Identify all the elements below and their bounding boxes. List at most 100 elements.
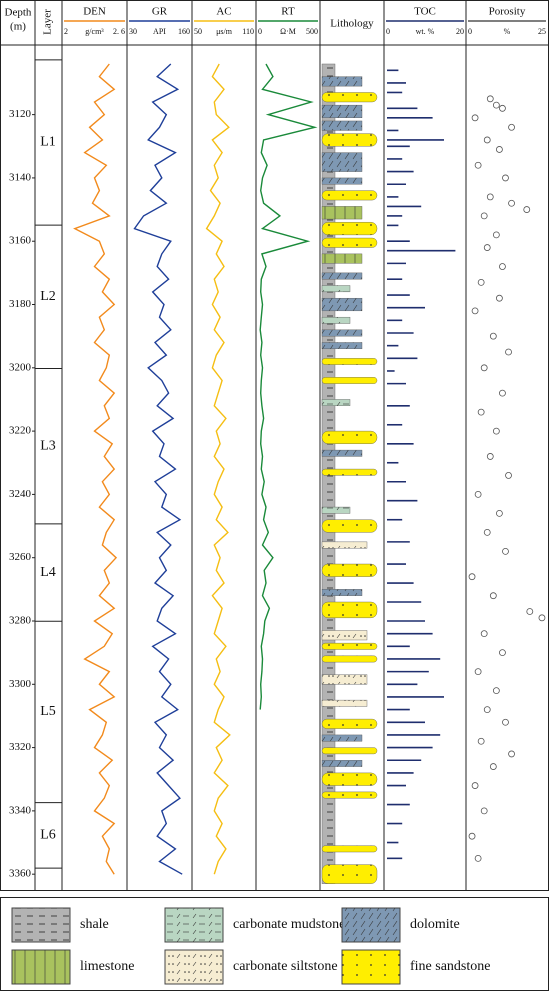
x-tick-label: 2 — [64, 27, 68, 36]
y-tick-label: 3160 — [9, 235, 32, 247]
track-title: RT — [281, 6, 295, 18]
x-tick-label: 0 — [386, 27, 390, 36]
porosity-point — [483, 706, 491, 714]
porosity-point — [468, 573, 476, 581]
porosity-point — [492, 427, 500, 435]
legend-pattern — [165, 908, 223, 942]
lithology-pattern — [322, 507, 350, 514]
porosity-point — [492, 101, 500, 109]
lithology-pattern — [322, 76, 362, 87]
legend-label: fine sandstone — [410, 959, 490, 974]
layer-label: L3 — [40, 438, 56, 453]
porosity-point — [477, 408, 485, 416]
legend-frame — [0, 897, 549, 991]
track-title: Lithology — [330, 18, 374, 30]
lithology-pattern — [322, 541, 367, 549]
porosity-point — [508, 123, 515, 131]
y-tick-label: 3360 — [9, 868, 32, 880]
porosity-point — [486, 95, 494, 103]
lithology-pattern — [322, 747, 377, 754]
lithology-pattern — [322, 630, 367, 640]
porosity-point — [492, 231, 500, 239]
legend-pattern — [12, 908, 70, 942]
lithology-pattern — [322, 450, 362, 457]
porosity-point — [474, 491, 482, 498]
porosity-point — [471, 307, 479, 315]
log-curve — [205, 63, 231, 875]
porosity-point — [499, 104, 506, 112]
porosity-point — [489, 592, 497, 600]
porosity-point — [495, 294, 503, 302]
layer-label: L4 — [40, 565, 56, 580]
lithology-pattern — [322, 133, 377, 147]
x-tick-label: 20 — [456, 27, 464, 36]
x-tick-label: 30 — [129, 27, 137, 36]
porosity-point — [483, 244, 491, 251]
layer-label: L6 — [40, 828, 56, 843]
lithology-pattern — [322, 377, 377, 384]
track-unit: Ω·M — [280, 27, 296, 36]
lithology-pattern — [322, 152, 362, 172]
y-tick-label: 3140 — [9, 171, 32, 183]
track-title: GR — [152, 6, 168, 18]
legend-pattern — [342, 908, 400, 942]
x-tick-label: 2. 6 — [113, 27, 125, 36]
lithology-pattern — [322, 399, 350, 406]
lithology-pattern — [322, 358, 377, 365]
lithology-pattern — [322, 177, 362, 185]
y-tick-label: 3260 — [9, 551, 32, 563]
track-title: Porosity — [489, 6, 526, 18]
porosity-point — [480, 364, 488, 372]
legend-label: limestone — [80, 959, 134, 974]
y-tick-label: 3340 — [9, 804, 32, 816]
porosity-point — [499, 263, 506, 270]
porosity-point — [495, 146, 503, 153]
track-title: AC — [216, 6, 231, 18]
lithology-pattern — [322, 298, 362, 311]
y-tick-label: 3280 — [9, 615, 32, 627]
y-tick-label: 3180 — [9, 298, 32, 310]
legend-pattern — [12, 950, 70, 984]
track-title: TOC — [414, 6, 436, 18]
porosity-point — [474, 161, 482, 169]
lithology-pattern — [322, 845, 377, 853]
legend-label: carbonate mudstone — [233, 917, 345, 932]
porosity-point — [505, 348, 512, 356]
x-tick-label: 160 — [178, 27, 190, 36]
porosity-point — [468, 832, 476, 840]
legend-label: carbonate siltstone — [233, 959, 338, 974]
depth-label: Depth — [5, 7, 32, 19]
y-tick-label: 3300 — [9, 678, 32, 690]
x-tick-label: 50 — [194, 27, 202, 36]
layer-label: L2 — [40, 289, 56, 304]
porosity-point — [492, 687, 500, 695]
x-tick-label: 110 — [242, 27, 254, 36]
porosity-point — [471, 114, 479, 122]
x-tick-label: 0 — [468, 27, 472, 36]
porosity-point — [526, 608, 534, 615]
lithology-pattern — [322, 317, 350, 324]
layer-label: L1 — [40, 135, 56, 150]
lithology-pattern — [322, 469, 377, 476]
porosity-point — [502, 174, 509, 182]
log-curve — [73, 63, 118, 875]
log-curve — [133, 63, 183, 875]
lithology-pattern — [322, 190, 377, 201]
porosity-point — [480, 807, 488, 815]
porosity-point — [505, 472, 512, 479]
frame — [0, 0, 549, 891]
lithology-pattern — [322, 602, 377, 618]
lithology-pattern — [322, 272, 362, 280]
lithology-pattern — [322, 342, 362, 349]
porosity-point — [508, 750, 515, 758]
porosity-point — [477, 737, 485, 745]
layer-label: L5 — [40, 704, 56, 719]
lithology-pattern — [322, 643, 377, 650]
porosity-point — [502, 718, 509, 726]
porosity-point — [489, 332, 497, 340]
x-tick-label: 25 — [538, 27, 546, 36]
porosity-point — [486, 193, 494, 201]
y-tick-label: 3200 — [9, 361, 32, 373]
